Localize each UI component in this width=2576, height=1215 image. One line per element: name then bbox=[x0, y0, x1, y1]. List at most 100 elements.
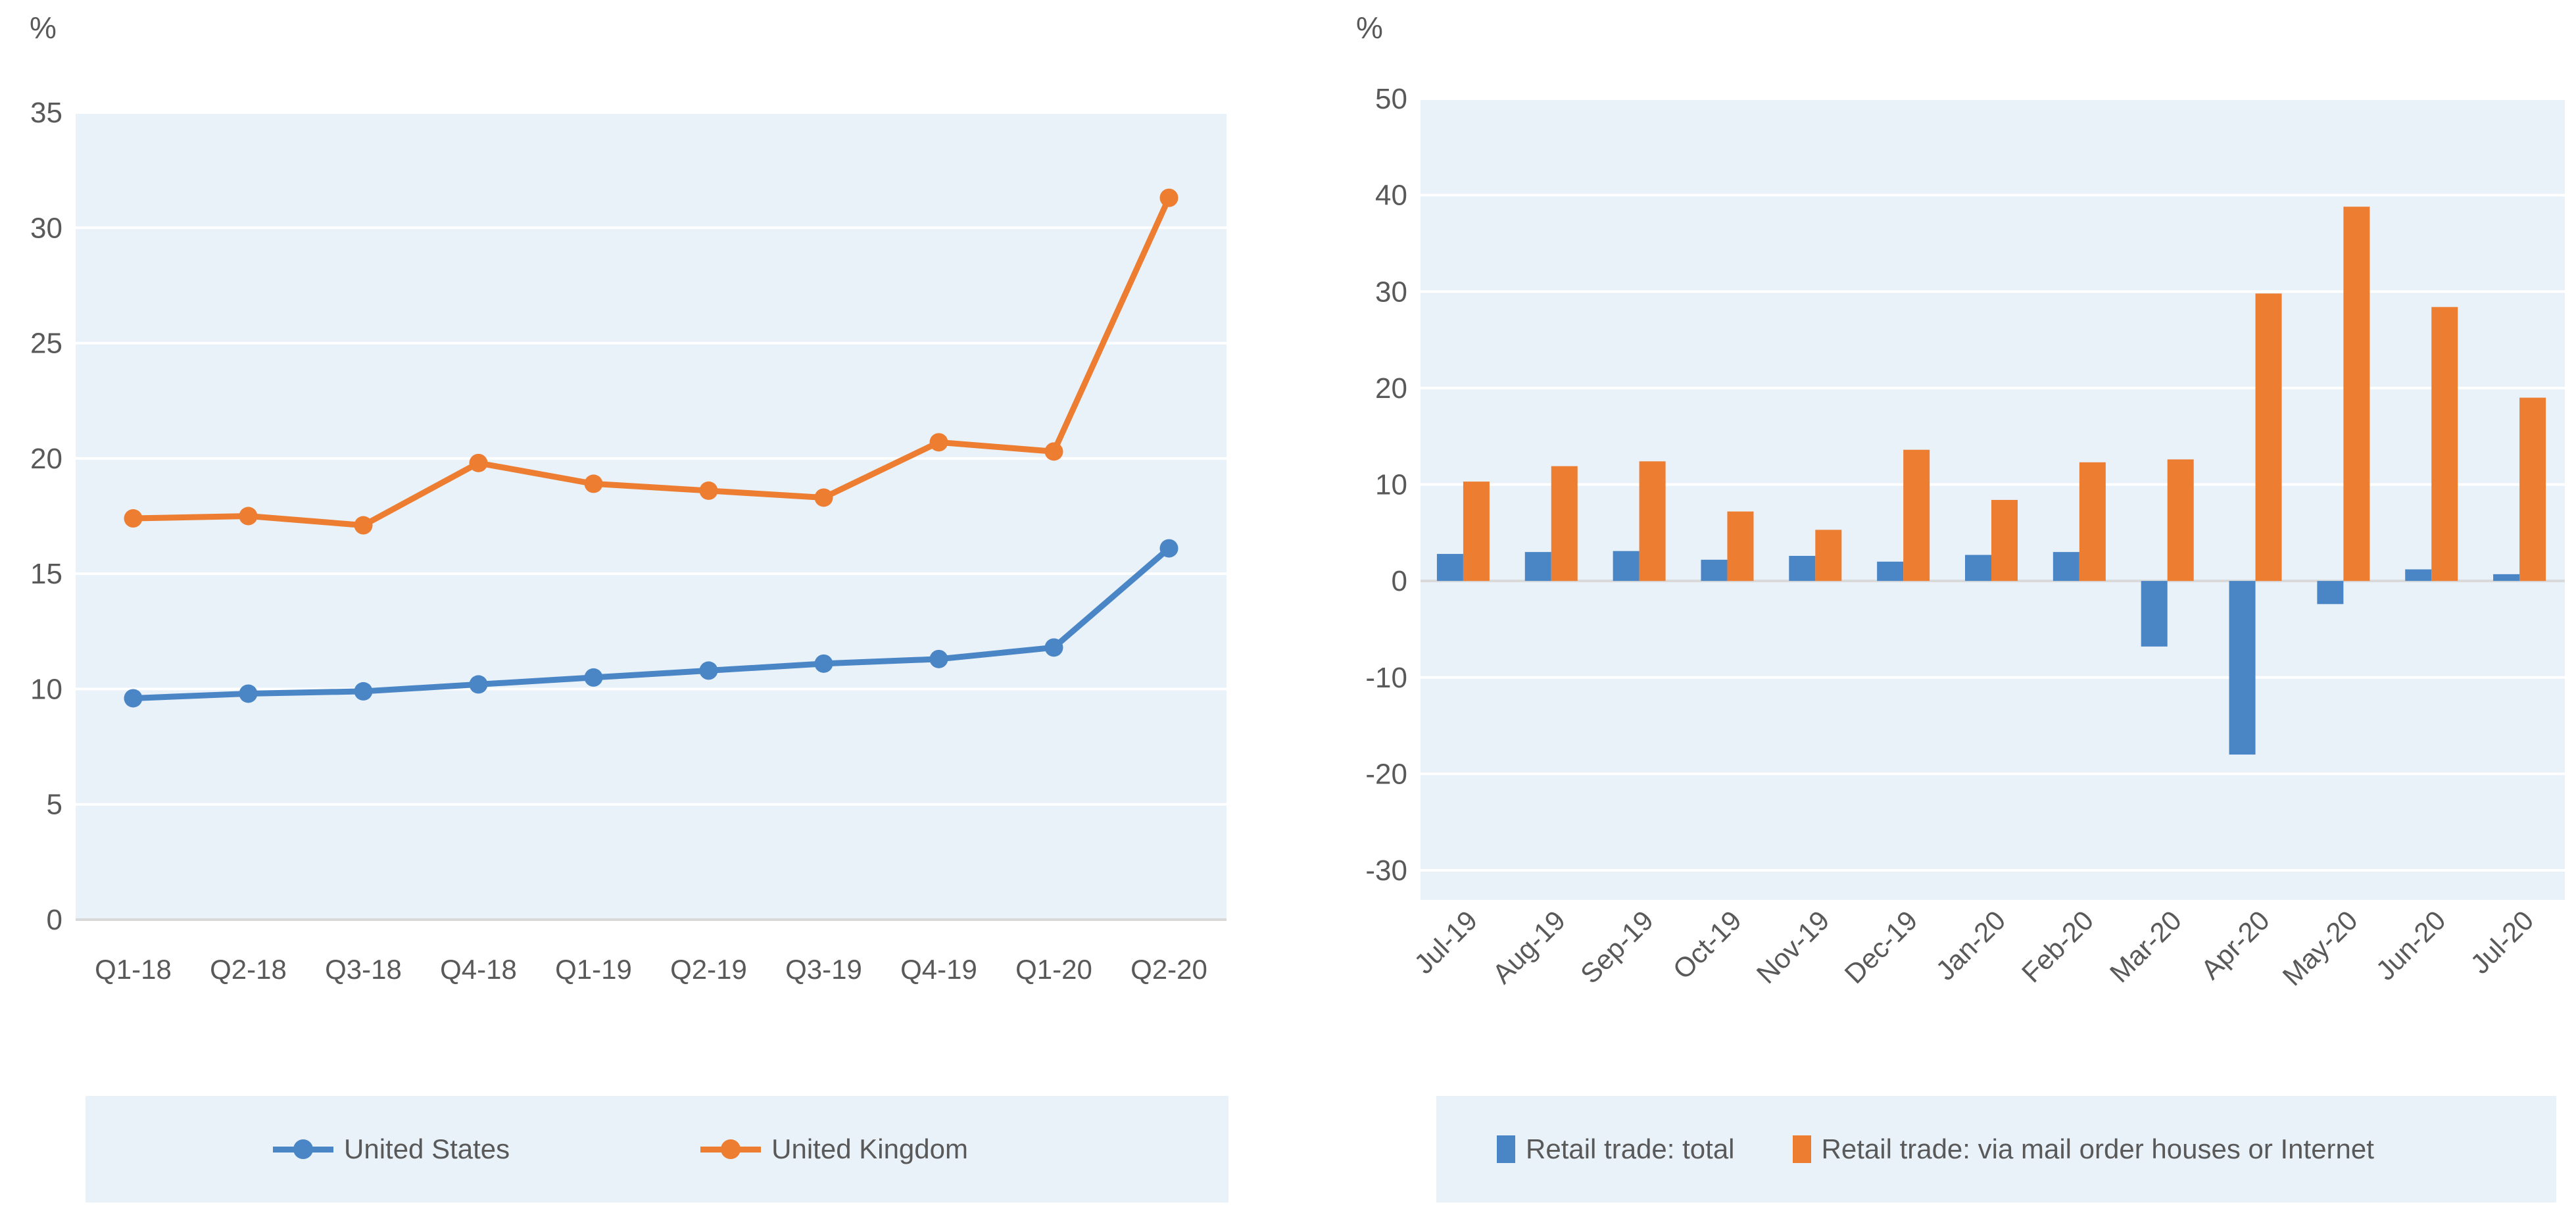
y-tick-label: 50 bbox=[1375, 83, 1407, 115]
gridlines bbox=[76, 111, 1227, 921]
x-tick-label: Q3-18 bbox=[325, 954, 402, 985]
retail-internet-swatch-icon bbox=[1792, 1135, 1811, 1163]
series-retail-trade-via-mail-order-houses-or-internet bbox=[1463, 207, 2546, 582]
y-tick-label: 15 bbox=[30, 558, 62, 590]
united-kingdom-line-marker-icon bbox=[700, 1139, 762, 1159]
y-tick-label: 30 bbox=[1375, 276, 1407, 308]
bar-retail-trade-via-mail-order-houses-or-internet-Jun-20 bbox=[2431, 307, 2458, 582]
legend-label-united-kingdom: United Kingdom bbox=[771, 1133, 968, 1164]
united-kingdom-line bbox=[130, 195, 1172, 529]
bar-retail-trade-total-Jul-20 bbox=[2493, 574, 2520, 582]
bar-retail-trade-total-Jan-20 bbox=[1965, 555, 1991, 582]
y-tick-label: 10 bbox=[1375, 469, 1407, 501]
series-retail-trade-total bbox=[1436, 551, 2520, 755]
bar-retail-trade-total-Apr-20 bbox=[2229, 581, 2256, 755]
y-tick-label: -20 bbox=[1365, 758, 1407, 790]
plot-area bbox=[1421, 99, 2565, 900]
y-tick-label: 35 bbox=[30, 97, 62, 129]
bar-retail-trade-via-mail-order-houses-or-internet-Oct-19 bbox=[1727, 511, 1754, 582]
bar-retail-trade-total-Dec-19 bbox=[1877, 561, 1904, 582]
y-tick-label: 30 bbox=[30, 212, 62, 244]
x-tick-label: Oct-19 bbox=[1666, 905, 1747, 985]
y-tick-label: -10 bbox=[1365, 662, 1407, 694]
x-tick-label: Jun-20 bbox=[2370, 905, 2452, 986]
x-tick-label: Feb-20 bbox=[2016, 905, 2099, 988]
point-united-kingdom-Q2-20 bbox=[1159, 188, 1179, 207]
x-tick-label: Q4-18 bbox=[440, 954, 517, 985]
y-tick-label: 0 bbox=[1392, 565, 1407, 597]
y-tick-label: 20 bbox=[1375, 372, 1407, 405]
point-united-states-Q4-19 bbox=[929, 649, 948, 668]
point-united-states-Q1-20 bbox=[1044, 638, 1063, 657]
x-tick-label: Q3-19 bbox=[785, 954, 862, 985]
x-axis-labels: Jul-19 Aug-19 Sep-19 Oct-19 Nov-19 Dec-19 Jan-… bbox=[1408, 905, 2539, 991]
x-tick-label: Q2-19 bbox=[670, 954, 747, 985]
point-united-states-Q4-18 bbox=[469, 675, 488, 694]
y-axis-tick-labels: 50 40 30 20 10 0 -10 -20 -30 bbox=[1365, 83, 1407, 887]
legend-item-retail-total: Retail trade: total bbox=[1497, 1133, 1735, 1165]
bar-retail-trade-total-Nov-19 bbox=[1789, 556, 1816, 582]
legend-item-united-states: United States bbox=[273, 1133, 510, 1165]
line-chart-legend: United States United Kingdom bbox=[85, 1096, 1228, 1203]
legend-label-retail-internet: Retail trade: via mail order houses or I… bbox=[1821, 1133, 2374, 1164]
x-tick-label: Mar-20 bbox=[2104, 905, 2187, 988]
y-tick-label: 40 bbox=[1375, 180, 1407, 212]
point-united-kingdom-Q4-18 bbox=[469, 453, 488, 472]
x-tick-label: May-20 bbox=[2276, 905, 2363, 991]
legend-item-retail-internet: Retail trade: via mail order houses or I… bbox=[1792, 1133, 2374, 1165]
point-united-states-Q1-18 bbox=[124, 689, 143, 708]
retail-total-swatch-icon bbox=[1497, 1135, 1515, 1163]
y-tick-label: 20 bbox=[30, 443, 62, 475]
united-states-line bbox=[130, 545, 1172, 701]
point-united-kingdom-Q2-18 bbox=[239, 507, 258, 526]
bar-retail-trade-via-mail-order-houses-or-internet-May-20 bbox=[2343, 207, 2370, 582]
bar-retail-trade-total-Mar-20 bbox=[2141, 581, 2168, 647]
bar-retail-trade-via-mail-order-houses-or-internet-Jul-19 bbox=[1463, 482, 1490, 582]
bar-retail-trade-via-mail-order-houses-or-internet-Jan-20 bbox=[1991, 499, 2018, 582]
point-united-states-Q2-20 bbox=[1159, 539, 1179, 558]
x-tick-label: Q4-19 bbox=[900, 954, 977, 985]
x-tick-label: Q1-18 bbox=[95, 954, 172, 985]
point-united-kingdom-Q1-20 bbox=[1044, 442, 1063, 461]
x-tick-label: Aug-19 bbox=[1486, 905, 1571, 989]
y-tick-label: -30 bbox=[1365, 855, 1407, 887]
y-tick-label: 10 bbox=[30, 673, 62, 705]
x-tick-label: Apr-20 bbox=[2195, 905, 2275, 985]
legend-label-united-states: United States bbox=[344, 1133, 510, 1164]
x-tick-label: Q1-20 bbox=[1015, 954, 1092, 985]
bar-retail-trade-via-mail-order-houses-or-internet-Jul-20 bbox=[2519, 397, 2546, 582]
point-united-kingdom-Q3-18 bbox=[354, 516, 373, 535]
bar-retail-trade-via-mail-order-houses-or-internet-Apr-20 bbox=[2255, 293, 2282, 582]
bar-retail-trade-total-Jun-20 bbox=[2405, 569, 2432, 582]
x-tick-label: Q2-20 bbox=[1130, 954, 1207, 985]
x-tick-label: Jul-20 bbox=[2464, 905, 2539, 979]
series-united-kingdom bbox=[124, 188, 1179, 535]
bar-retail-trade-via-mail-order-houses-or-internet-Sep-19 bbox=[1639, 461, 1666, 582]
y-axis-unit-label: % bbox=[1356, 11, 1383, 45]
bar-retail-trade-total-Sep-19 bbox=[1613, 551, 1640, 582]
x-tick-label: Sep-19 bbox=[1574, 905, 1659, 989]
x-tick-label: Q1-19 bbox=[555, 954, 632, 985]
bar-retail-trade-via-mail-order-houses-or-internet-Feb-20 bbox=[2079, 462, 2106, 582]
bar-retail-trade-via-mail-order-houses-or-internet-Dec-19 bbox=[1903, 449, 1930, 582]
ecommerce-share-line-chart: % 35 30 25 20 15 10 5 0 Q1-18 Q2-18 Q3-18 Q4-18 Q1-19… bbox=[30, 11, 1227, 985]
point-united-states-Q2-19 bbox=[699, 661, 718, 680]
y-tick-label: 0 bbox=[47, 904, 62, 936]
x-tick-label: Jul-19 bbox=[1408, 905, 1483, 979]
point-united-states-Q3-18 bbox=[354, 682, 373, 701]
bar-retail-trade-total-Jul-19 bbox=[1436, 554, 1463, 582]
bar-retail-trade-via-mail-order-houses-or-internet-Mar-20 bbox=[2167, 459, 2194, 582]
bar-retail-trade-total-May-20 bbox=[2317, 581, 2344, 605]
bar-chart-legend: Retail trade: total Retail trade: via ma… bbox=[1436, 1096, 2556, 1203]
united-states-line-marker-icon bbox=[273, 1139, 333, 1159]
point-united-kingdom-Q1-19 bbox=[584, 474, 603, 493]
united-states-marker-dot-icon bbox=[293, 1139, 313, 1159]
x-tick-label: Q2-18 bbox=[210, 954, 287, 985]
point-united-kingdom-Q4-19 bbox=[929, 433, 948, 452]
y-axis-unit-label: % bbox=[30, 11, 57, 45]
point-united-kingdom-Q3-19 bbox=[814, 488, 833, 507]
bar-retail-trade-total-Oct-19 bbox=[1701, 559, 1728, 582]
x-tick-label: Jan-20 bbox=[1930, 905, 2011, 986]
